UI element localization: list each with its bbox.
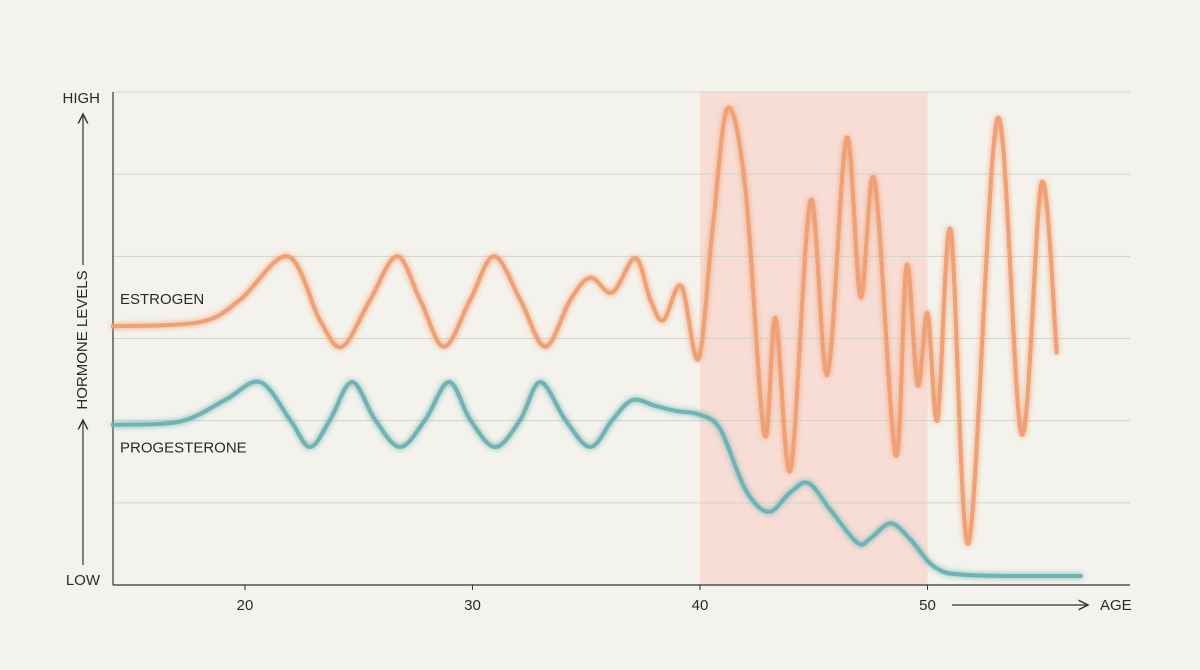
y-tick-label: LOW [66, 572, 101, 589]
series-label: PROGESTERONE [120, 440, 247, 457]
series-label: ESTROGEN [120, 291, 204, 308]
x-tick-label: 40 [692, 597, 709, 614]
y-tick-label: HIGH [63, 90, 101, 107]
series-line [110, 105, 1059, 546]
plot-area: LOW HIGH 20 30 40 50 ESTROGEN PROGESTERONE [63, 90, 1130, 614]
x-tick-label: 30 [464, 597, 481, 614]
x-axis-label: AGE [1100, 597, 1132, 614]
y-axis-label: HORMONE LEVELS [74, 270, 91, 409]
series-line [110, 379, 1083, 579]
x-tick-label: 20 [237, 597, 254, 614]
x-tick-label: 50 [919, 597, 936, 614]
